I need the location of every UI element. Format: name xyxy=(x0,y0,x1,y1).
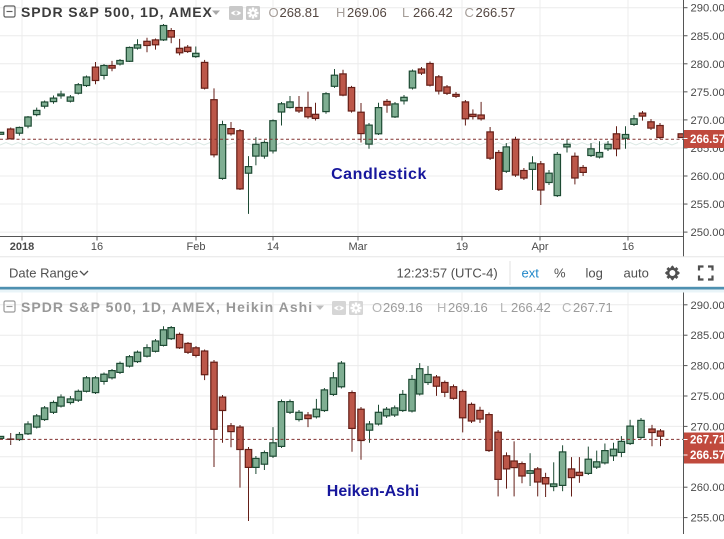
svg-text:268.81: 268.81 xyxy=(280,5,320,20)
svg-text:260.00: 260.00 xyxy=(691,482,724,494)
svg-text:275.00: 275.00 xyxy=(691,391,724,403)
svg-text:255.00: 255.00 xyxy=(691,199,724,211)
svg-text:266.57: 266.57 xyxy=(690,450,724,462)
svg-text:19: 19 xyxy=(456,241,468,253)
svg-text:255.00: 255.00 xyxy=(691,513,724,525)
svg-text:280.00: 280.00 xyxy=(691,59,724,71)
svg-text:14: 14 xyxy=(267,241,279,253)
svg-text:L: L xyxy=(500,300,507,315)
svg-text:SPDR S&P 500, 1D, AMEX, Heikin: SPDR S&P 500, 1D, AMEX, Heikin Ashi xyxy=(21,299,313,315)
svg-text:270.00: 270.00 xyxy=(691,421,724,433)
svg-text:266.57: 266.57 xyxy=(690,134,724,146)
svg-text:250.00: 250.00 xyxy=(691,227,724,239)
svg-text:H: H xyxy=(437,300,446,315)
svg-text:260.00: 260.00 xyxy=(691,171,724,183)
svg-text:Apr: Apr xyxy=(531,241,548,253)
svg-text:270.00: 270.00 xyxy=(691,115,724,127)
svg-text:16: 16 xyxy=(622,241,634,253)
svg-text:285.00: 285.00 xyxy=(691,31,724,43)
svg-text:L: L xyxy=(402,5,409,20)
svg-text:285.00: 285.00 xyxy=(691,330,724,342)
svg-text:290.00: 290.00 xyxy=(691,300,724,312)
svg-text:2018: 2018 xyxy=(10,241,34,253)
svg-text:266.42: 266.42 xyxy=(413,5,453,20)
svg-text:ext: ext xyxy=(522,266,540,281)
svg-text:267.71: 267.71 xyxy=(573,300,613,315)
svg-text:log: log xyxy=(586,266,603,281)
svg-text:16: 16 xyxy=(91,241,103,253)
svg-text:H: H xyxy=(336,5,345,20)
svg-text:C: C xyxy=(465,5,474,20)
svg-text:269.06: 269.06 xyxy=(347,5,387,20)
svg-text:280.00: 280.00 xyxy=(691,361,724,373)
svg-text:266.42: 266.42 xyxy=(511,300,551,315)
svg-text:SPDR S&P 500, 1D, AMEX: SPDR S&P 500, 1D, AMEX xyxy=(21,4,213,20)
svg-text:275.00: 275.00 xyxy=(691,87,724,99)
svg-text:O: O xyxy=(269,5,279,20)
svg-text:269.16: 269.16 xyxy=(383,300,423,315)
svg-text:12:23:57 (UTC-4): 12:23:57 (UTC-4) xyxy=(397,266,498,281)
svg-text:269.16: 269.16 xyxy=(448,300,488,315)
svg-text:Candlestick: Candlestick xyxy=(331,166,427,183)
svg-text:266.57: 266.57 xyxy=(476,5,516,20)
svg-text:Feb: Feb xyxy=(187,241,206,253)
svg-text:O: O xyxy=(372,300,382,315)
svg-text:Heiken-Ashi: Heiken-Ashi xyxy=(327,483,419,500)
svg-text:C: C xyxy=(562,300,571,315)
svg-text:auto: auto xyxy=(624,266,649,281)
svg-text:%: % xyxy=(554,266,566,281)
svg-text:290.00: 290.00 xyxy=(691,3,724,15)
svg-text:Date Range: Date Range xyxy=(9,266,78,281)
svg-text:267.71: 267.71 xyxy=(690,435,724,447)
svg-text:Mar: Mar xyxy=(349,241,368,253)
